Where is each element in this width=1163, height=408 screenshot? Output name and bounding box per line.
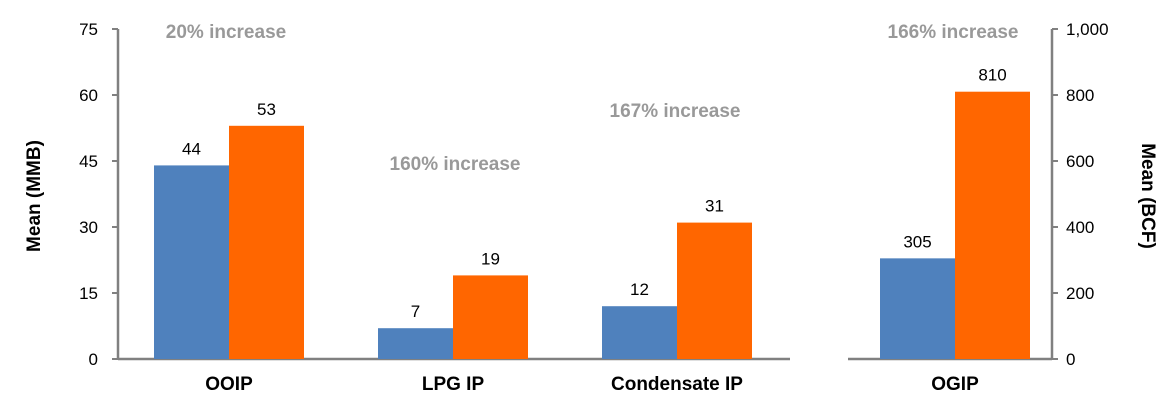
category-label: OOIP bbox=[205, 374, 253, 395]
right-y-tick-label: 800 bbox=[1066, 86, 1094, 105]
bar-ogip-series-1 bbox=[880, 258, 955, 359]
left-y-tick-label: 75 bbox=[79, 20, 98, 39]
right-y-tick-label: 600 bbox=[1066, 152, 1094, 171]
bar-value-label: 7 bbox=[411, 302, 420, 321]
increase-annotation: 167% increase bbox=[610, 101, 741, 122]
bar-lpg-ip-series-1 bbox=[378, 328, 453, 359]
left-y-tick-label: 15 bbox=[79, 284, 98, 303]
bar-condensate-ip-series-1 bbox=[602, 306, 677, 359]
bar-ooip-series-1 bbox=[154, 165, 229, 359]
left-y-axis-title: Mean (MMB) bbox=[24, 140, 45, 252]
right-y-tick-label: 1,000 bbox=[1066, 20, 1109, 39]
bar-ooip-series-2 bbox=[229, 125, 304, 359]
right-y-axis-title: Mean (BCF) bbox=[1137, 143, 1158, 249]
bar-value-label: 305 bbox=[903, 232, 931, 251]
right-y-tick-label: 200 bbox=[1066, 284, 1094, 303]
bar-ogip-series-2 bbox=[955, 91, 1030, 359]
bar-value-label: 810 bbox=[978, 66, 1006, 85]
left-y-tick-label: 60 bbox=[79, 86, 98, 105]
increase-annotation: 160% increase bbox=[390, 154, 521, 175]
bar-value-label: 31 bbox=[705, 197, 724, 216]
bar-value-label: 19 bbox=[481, 249, 500, 268]
bar-lpg-ip-series-2 bbox=[453, 275, 528, 359]
right-y-tick-label: 400 bbox=[1066, 218, 1094, 237]
increase-annotation: 166% increase bbox=[888, 22, 1019, 43]
bar-value-label: 12 bbox=[630, 280, 649, 299]
right-y-tick-label: 0 bbox=[1066, 350, 1075, 369]
left-y-tick-label: 0 bbox=[89, 350, 98, 369]
bar-condensate-ip-series-2 bbox=[677, 222, 752, 359]
category-label: OGIP bbox=[931, 374, 979, 395]
left-y-tick-label: 30 bbox=[79, 218, 98, 237]
bar-value-label: 53 bbox=[257, 100, 276, 119]
increase-annotation: 20% increase bbox=[166, 22, 286, 43]
left-y-tick-label: 45 bbox=[79, 152, 98, 171]
bar-value-label: 44 bbox=[182, 139, 201, 158]
category-label: LPG IP bbox=[422, 374, 485, 395]
category-label: Condensate IP bbox=[611, 374, 743, 395]
